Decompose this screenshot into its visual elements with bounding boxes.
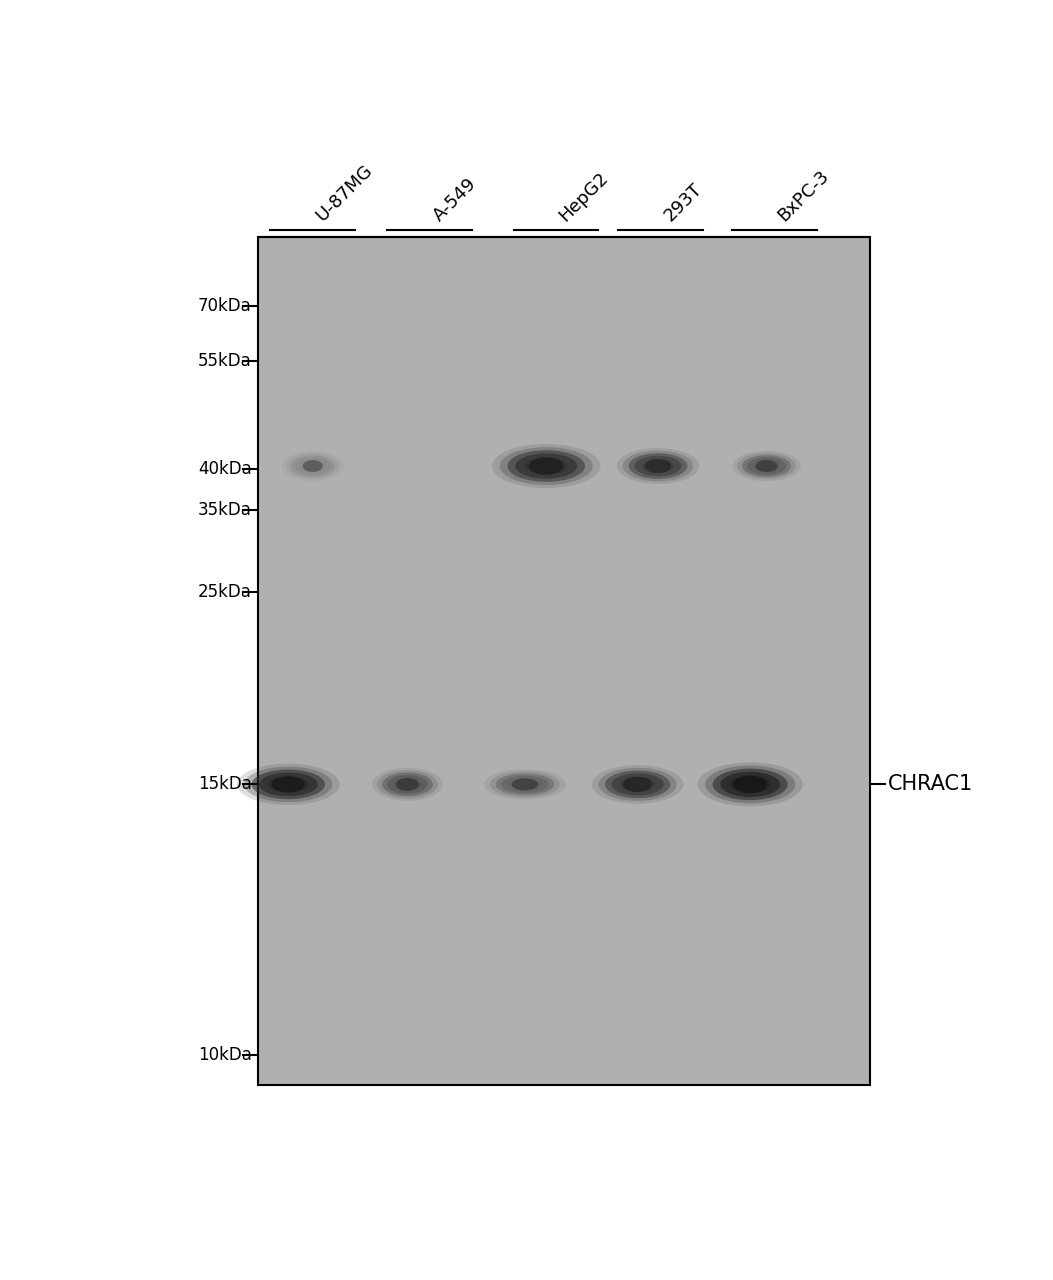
Ellipse shape [500,447,593,485]
Ellipse shape [524,457,568,475]
Ellipse shape [237,764,340,805]
Ellipse shape [644,460,671,474]
Ellipse shape [598,768,677,801]
Ellipse shape [747,457,787,475]
Ellipse shape [372,768,443,801]
Ellipse shape [592,765,683,804]
Ellipse shape [737,453,796,479]
Ellipse shape [512,778,538,790]
Ellipse shape [619,777,656,792]
Ellipse shape [733,776,767,794]
Ellipse shape [394,778,421,791]
Ellipse shape [377,771,438,799]
Ellipse shape [272,776,304,792]
Text: A-549: A-549 [430,174,480,224]
Ellipse shape [281,451,344,481]
Ellipse shape [515,453,577,479]
Ellipse shape [291,456,335,477]
Ellipse shape [753,460,780,472]
Ellipse shape [617,448,699,484]
Ellipse shape [508,451,585,481]
Ellipse shape [604,771,671,799]
Ellipse shape [732,451,801,481]
Ellipse shape [509,778,541,790]
Text: CHRAC1: CHRAC1 [888,774,973,795]
Bar [258,237,870,1085]
Ellipse shape [622,451,693,481]
Ellipse shape [388,774,428,794]
Ellipse shape [529,457,563,475]
Text: 35kDa: 35kDa [198,502,252,520]
Ellipse shape [642,460,674,474]
Text: 25kDa: 25kDa [198,584,252,602]
Ellipse shape [742,456,791,477]
Text: 15kDa: 15kDa [198,776,252,794]
Ellipse shape [269,776,309,792]
Text: 70kDa: 70kDa [198,297,252,315]
Ellipse shape [706,765,795,804]
Ellipse shape [244,767,333,803]
Ellipse shape [483,769,567,800]
Text: 55kDa: 55kDa [198,352,252,370]
Ellipse shape [259,773,318,796]
Text: U-87MG: U-87MG [313,161,376,224]
Ellipse shape [698,763,802,806]
Ellipse shape [629,453,688,479]
Ellipse shape [285,453,340,479]
Ellipse shape [396,778,419,791]
Ellipse shape [302,460,323,472]
Text: BxPC-3: BxPC-3 [775,166,833,224]
Ellipse shape [492,444,600,488]
Ellipse shape [490,772,560,797]
Ellipse shape [720,772,780,797]
Ellipse shape [730,776,771,794]
Text: 40kDa: 40kDa [198,460,252,477]
Text: HepG2: HepG2 [556,169,612,224]
Ellipse shape [382,773,433,796]
Ellipse shape [612,773,663,795]
Text: 293T: 293T [660,179,706,224]
Ellipse shape [496,773,554,795]
Ellipse shape [295,457,331,475]
Ellipse shape [713,768,788,800]
Text: 10kDa: 10kDa [198,1047,252,1065]
Ellipse shape [635,456,681,476]
Ellipse shape [623,777,652,792]
Ellipse shape [252,769,325,799]
Ellipse shape [501,776,549,794]
Ellipse shape [755,460,777,472]
Ellipse shape [300,460,325,472]
